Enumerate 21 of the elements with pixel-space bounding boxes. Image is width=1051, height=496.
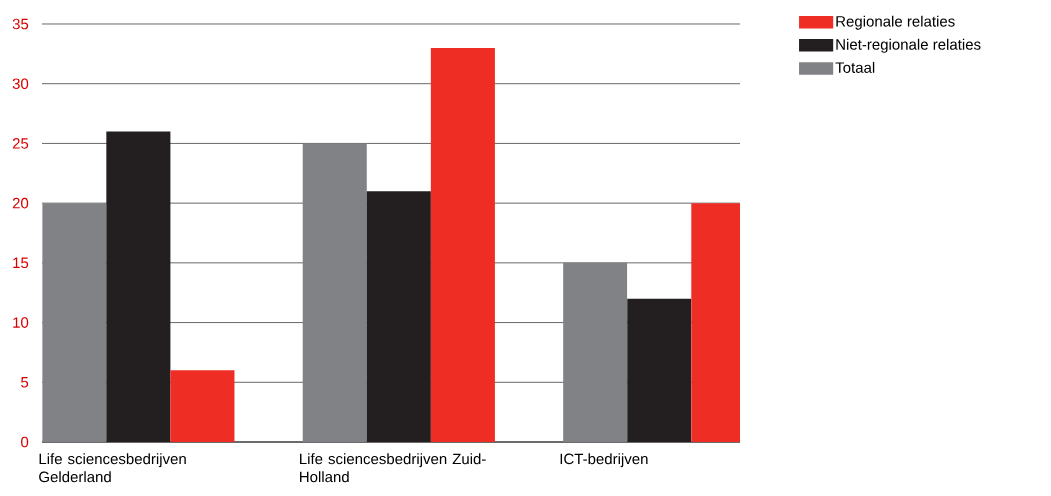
bar [170, 370, 235, 442]
legend-label: Regionale relaties [836, 15, 955, 30]
bar [302, 143, 367, 442]
y-tick-label: 10 [13, 317, 29, 328]
legend-label: Niet-regionale relaties [836, 38, 981, 53]
y-tick-label: 20 [12, 197, 29, 209]
bar [563, 262, 628, 442]
y-tick-label: 15 [13, 257, 29, 269]
y-tick-label: 25 [12, 138, 29, 149]
bar [42, 203, 107, 442]
bar [106, 131, 171, 442]
bar [366, 191, 431, 442]
y-tick-label: 35 [12, 18, 29, 30]
y-tick-label: 0 [21, 436, 29, 448]
bar [430, 47, 495, 442]
x-tick-label: Life sciencesbedrijven Zuid-Holland [300, 453, 486, 483]
x-tick-label: Life sciencesbedrijven Gelderland [39, 453, 186, 483]
y-tick-label: 30 [12, 78, 29, 90]
legend-label: Totaal [835, 61, 875, 73]
y-tick-label: 5 [21, 377, 29, 388]
x-tick-label: ICT-bedrijven [560, 453, 648, 468]
